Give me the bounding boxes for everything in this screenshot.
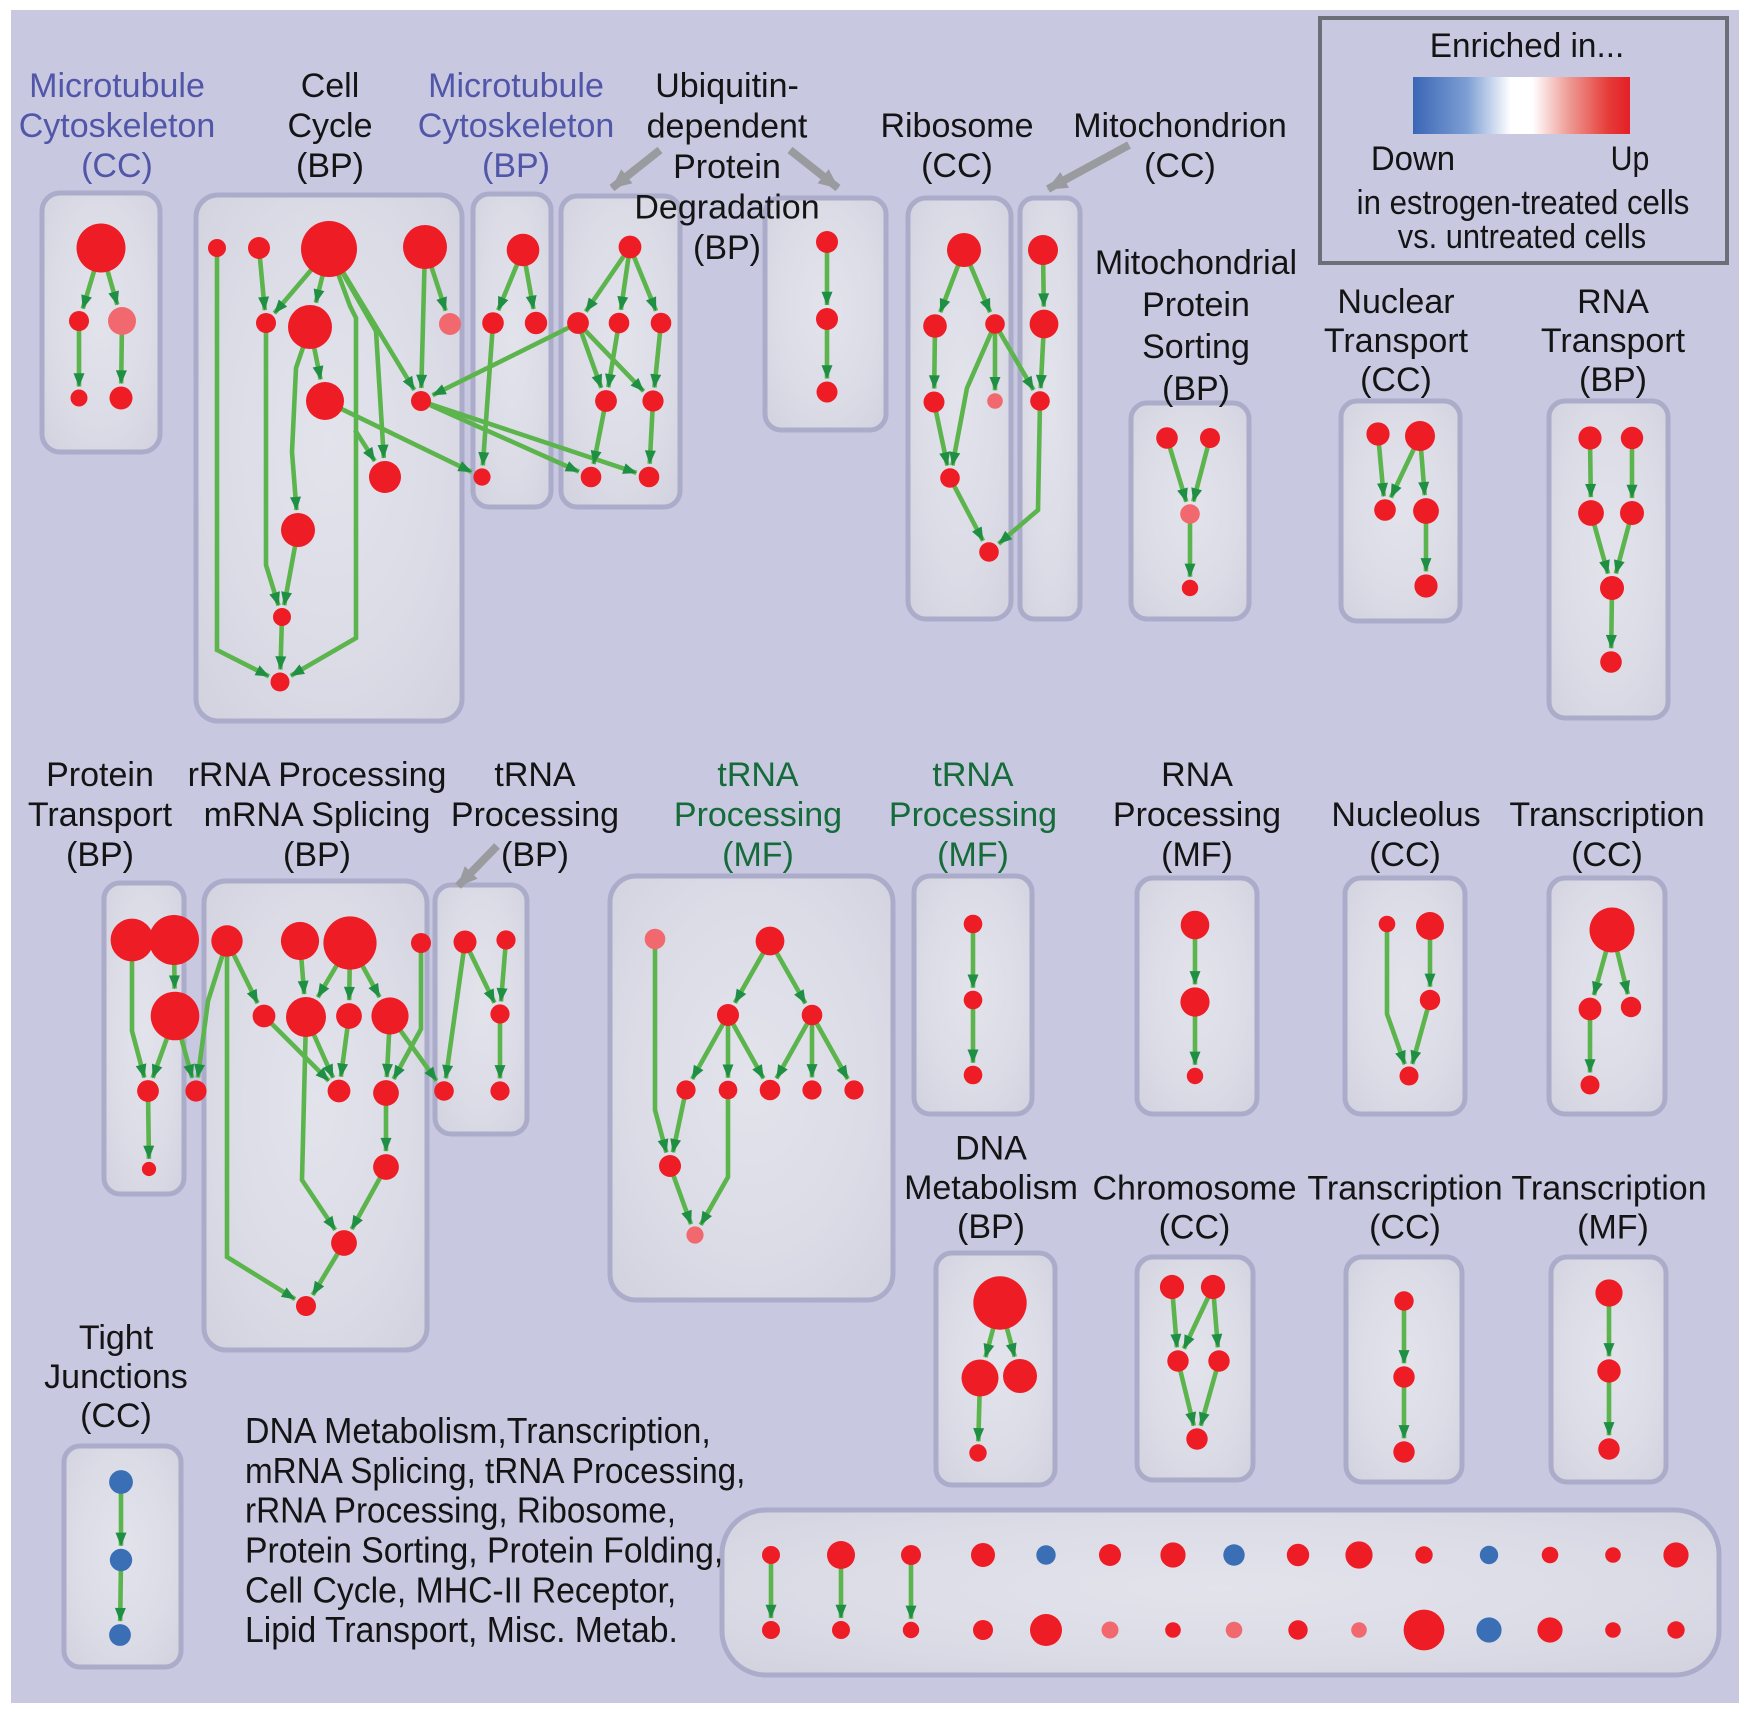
svg-text:Cytoskeleton: Cytoskeleton	[418, 107, 615, 145]
svg-text:Protein: Protein	[1142, 286, 1250, 324]
svg-text:(CC): (CC)	[1369, 836, 1441, 874]
svg-text:RNA: RNA	[1577, 283, 1649, 321]
svg-text:(BP): (BP)	[66, 836, 134, 874]
svg-text:(CC): (CC)	[921, 147, 993, 185]
svg-text:Protein: Protein	[46, 756, 154, 794]
svg-text:rRNA Processing, Ribosome,: rRNA Processing, Ribosome,	[245, 1490, 676, 1531]
svg-text:Down: Down	[1371, 140, 1455, 178]
svg-text:Microtubule: Microtubule	[428, 67, 604, 105]
svg-text:(BP): (BP)	[482, 147, 550, 185]
svg-text:(CC): (CC)	[1369, 1209, 1441, 1247]
svg-text:(BP): (BP)	[501, 836, 569, 874]
svg-text:tRNA: tRNA	[932, 756, 1014, 794]
svg-text:(CC): (CC)	[1571, 836, 1643, 874]
svg-text:Processing: Processing	[674, 796, 842, 834]
svg-text:(CC): (CC)	[1144, 147, 1216, 185]
svg-text:Enriched in...: Enriched in...	[1430, 27, 1625, 65]
svg-text:Junctions: Junctions	[44, 1358, 188, 1396]
svg-text:Processing: Processing	[451, 796, 619, 834]
svg-text:in estrogen-treated cells: in estrogen-treated cells	[1357, 184, 1690, 222]
svg-text:Microtubule: Microtubule	[29, 67, 205, 105]
svg-text:Transcription: Transcription	[1511, 1170, 1706, 1208]
svg-text:Transport: Transport	[1324, 322, 1469, 360]
svg-text:mRNA Splicing: mRNA Splicing	[204, 796, 431, 834]
svg-text:(CC): (CC)	[81, 147, 153, 185]
svg-text:Cycle: Cycle	[287, 107, 372, 145]
svg-text:mRNA Splicing, tRNA Processing: mRNA Splicing, tRNA Processing,	[245, 1450, 745, 1491]
svg-text:(BP): (BP)	[1579, 361, 1647, 399]
svg-text:(CC): (CC)	[80, 1397, 152, 1435]
svg-text:vs. untreated cells: vs. untreated cells	[1398, 218, 1646, 256]
svg-text:Up: Up	[1611, 140, 1650, 178]
svg-text:Metabolism: Metabolism	[904, 1169, 1078, 1207]
svg-text:Protein Sorting, Protein Foldi: Protein Sorting, Protein Folding,	[245, 1530, 723, 1571]
svg-text:(MF): (MF)	[937, 836, 1009, 874]
svg-text:tRNA: tRNA	[494, 756, 576, 794]
svg-text:tRNA: tRNA	[717, 756, 799, 794]
svg-text:Tight: Tight	[79, 1319, 154, 1357]
svg-text:Processing: Processing	[889, 796, 1057, 834]
svg-text:Transcription: Transcription	[1509, 796, 1704, 834]
svg-text:Chromosome: Chromosome	[1092, 1170, 1296, 1208]
svg-text:DNA Metabolism,Transcription,: DNA Metabolism,Transcription,	[245, 1410, 711, 1451]
svg-text:DNA: DNA	[955, 1130, 1027, 1168]
svg-text:(BP): (BP)	[296, 147, 364, 185]
svg-text:(BP): (BP)	[957, 1208, 1025, 1246]
svg-text:Sorting: Sorting	[1142, 328, 1250, 366]
svg-text:(CC): (CC)	[1159, 1209, 1231, 1247]
svg-text:(MF): (MF)	[1161, 836, 1233, 874]
svg-text:Lipid Transport, Misc. Metab.: Lipid Transport, Misc. Metab.	[245, 1609, 678, 1650]
svg-text:Ribosome: Ribosome	[880, 107, 1033, 145]
svg-text:(BP): (BP)	[1162, 370, 1230, 408]
svg-text:Degradation: Degradation	[634, 189, 819, 227]
svg-text:(BP): (BP)	[693, 229, 761, 267]
svg-text:Cytoskeleton: Cytoskeleton	[19, 107, 216, 145]
svg-text:Nuclear: Nuclear	[1337, 283, 1454, 321]
svg-text:Protein: Protein	[673, 148, 781, 186]
svg-text:Nucleolus: Nucleolus	[1331, 796, 1480, 834]
svg-text:Transport: Transport	[1541, 322, 1686, 360]
svg-text:Transcription: Transcription	[1307, 1170, 1502, 1208]
svg-text:rRNA Processing: rRNA Processing	[188, 756, 447, 794]
svg-text:Mitochondrion: Mitochondrion	[1073, 107, 1287, 145]
svg-text:Ubiquitin-: Ubiquitin-	[655, 67, 799, 105]
svg-text:Mitochondrial: Mitochondrial	[1095, 244, 1297, 282]
svg-text:Cell Cycle, MHC-II Receptor,: Cell Cycle, MHC-II Receptor,	[245, 1569, 676, 1610]
svg-text:RNA: RNA	[1161, 756, 1233, 794]
svg-text:Processing: Processing	[1113, 796, 1281, 834]
svg-text:(MF): (MF)	[1577, 1209, 1649, 1247]
svg-text:(MF): (MF)	[722, 836, 794, 874]
svg-text:Transport: Transport	[28, 796, 173, 834]
svg-text:Cell: Cell	[301, 67, 360, 105]
svg-text:(CC): (CC)	[1360, 361, 1432, 399]
svg-text:(BP): (BP)	[283, 836, 351, 874]
svg-text:dependent: dependent	[647, 108, 808, 146]
